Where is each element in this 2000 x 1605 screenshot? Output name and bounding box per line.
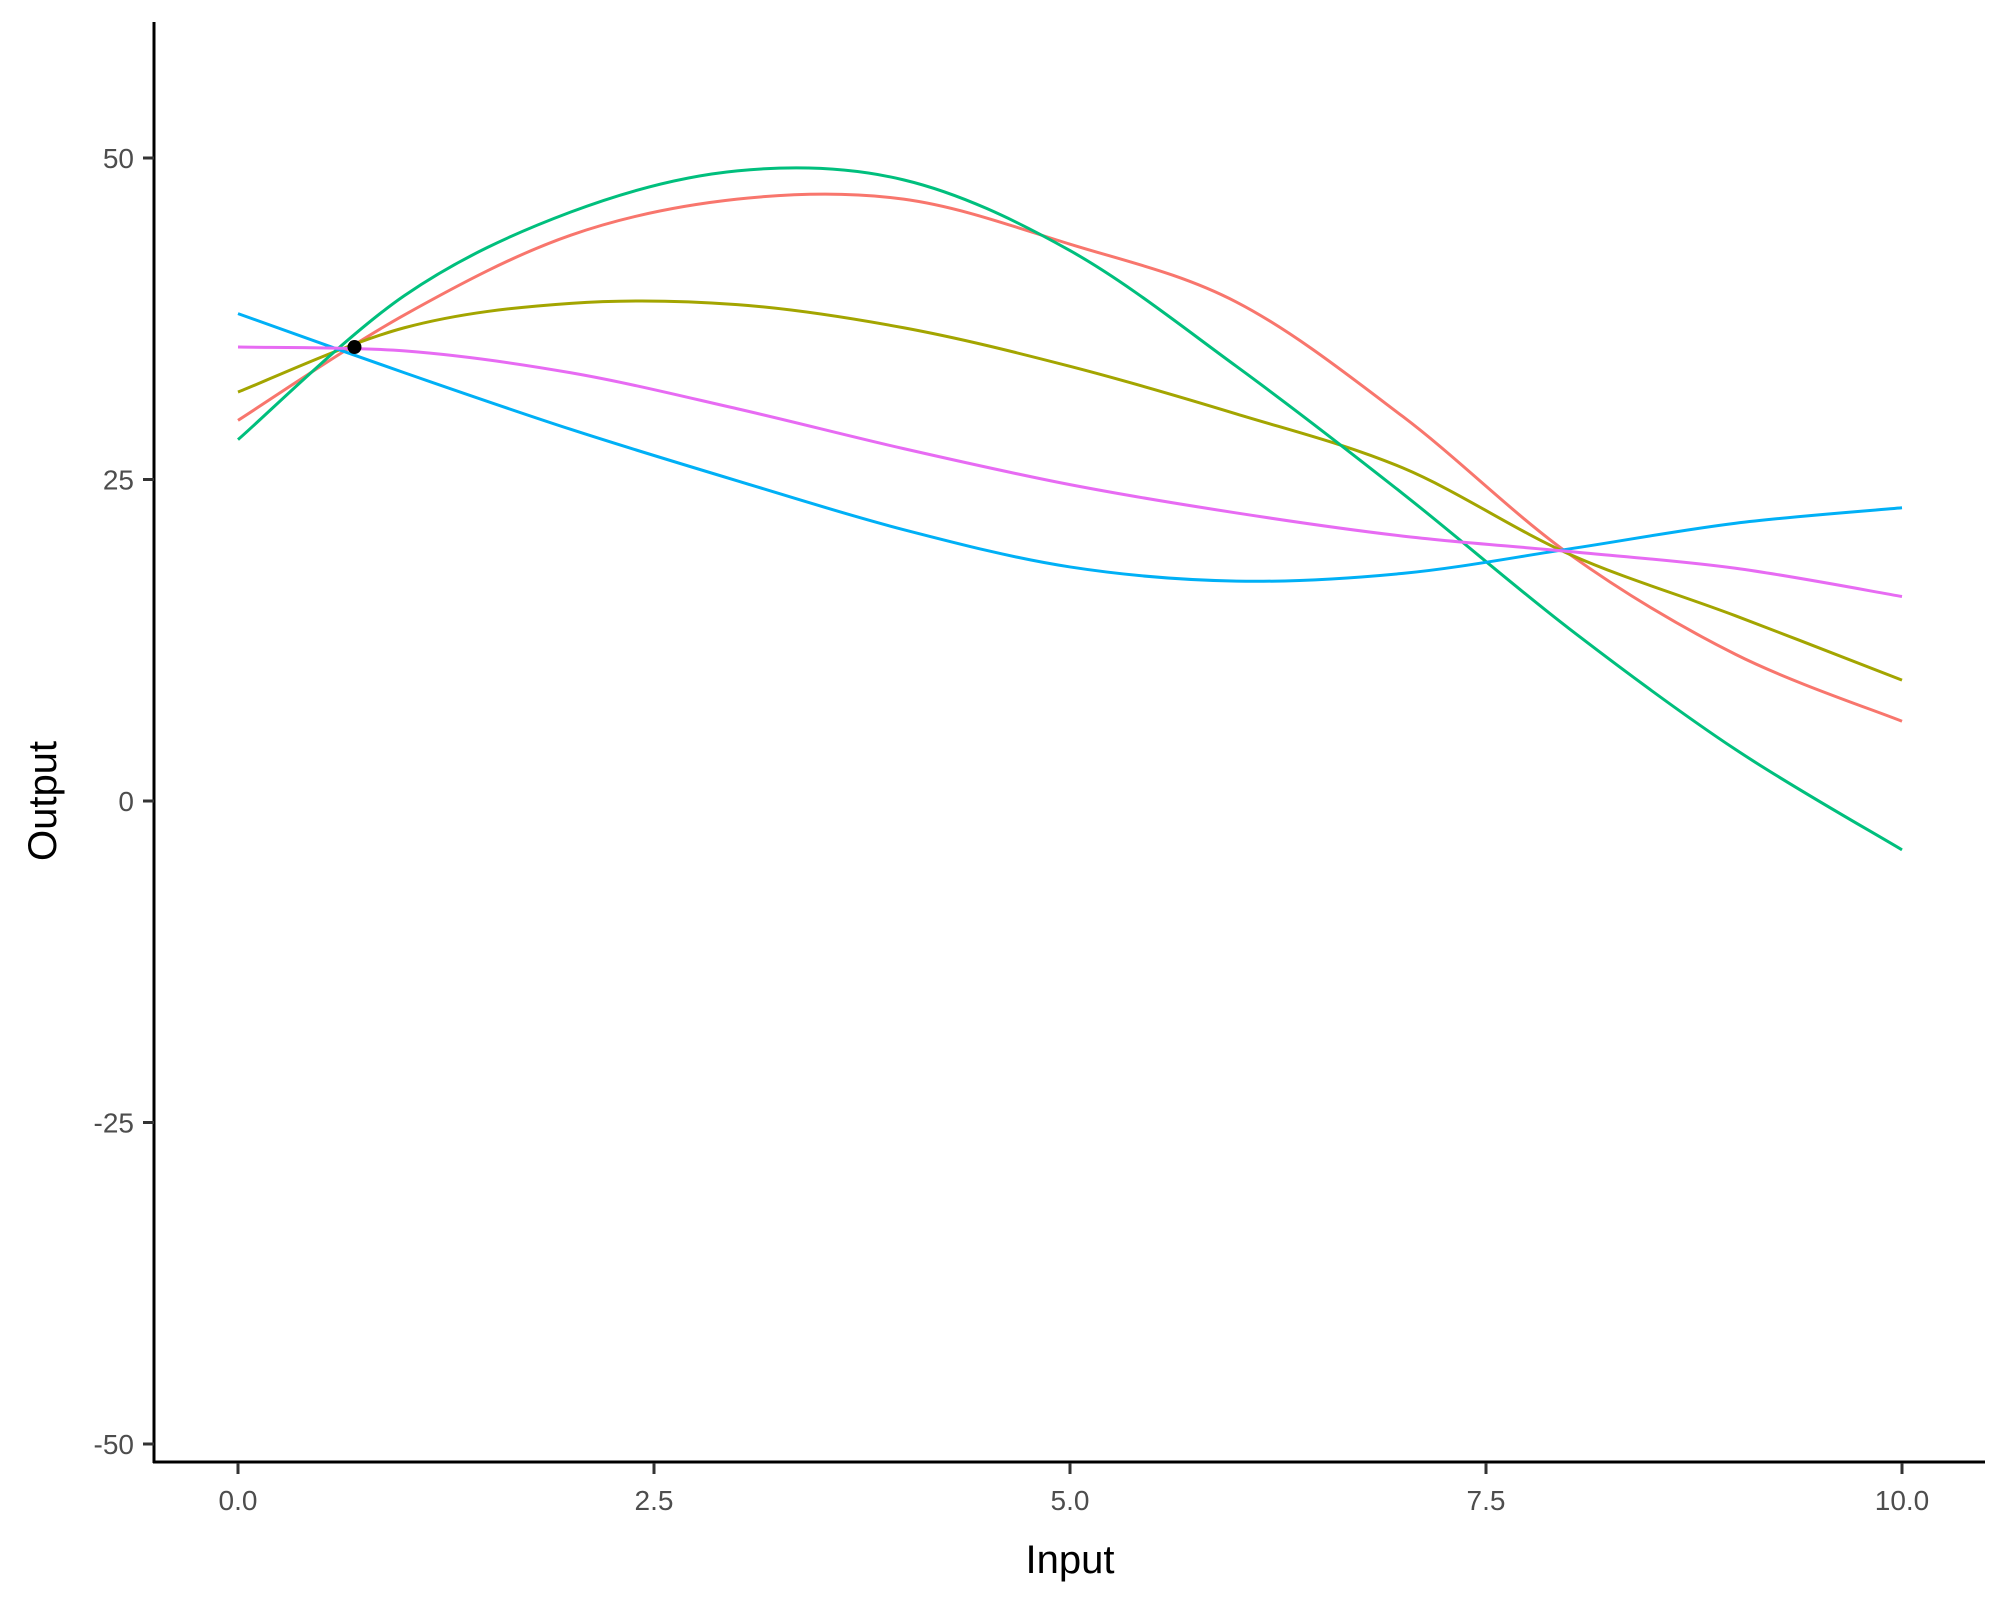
series-line-2 bbox=[237, 299, 1903, 682]
y-axis-title: Output bbox=[21, 741, 65, 861]
x-tick-label: 5.0 bbox=[1051, 1485, 1090, 1516]
x-ticks: 0.0 2.5 5.0 7.5 10.0 bbox=[219, 1463, 1930, 1516]
x-tick-label: 7.5 bbox=[1467, 1485, 1506, 1516]
y-tick-label: -50 bbox=[94, 1429, 134, 1460]
series-line-1 bbox=[237, 192, 1903, 723]
y-tick-label: 25 bbox=[103, 465, 134, 496]
series-lines bbox=[237, 166, 1903, 852]
series-line-4 bbox=[237, 312, 1903, 583]
y-tick-label: -25 bbox=[94, 1108, 134, 1139]
x-axis-title: Input bbox=[1026, 1538, 1115, 1582]
x-tick-label: 2.5 bbox=[635, 1485, 674, 1516]
highlight-point-group bbox=[347, 340, 362, 355]
series-line-3 bbox=[237, 166, 1903, 852]
highlight-point bbox=[347, 340, 362, 355]
x-tick-label: 0.0 bbox=[219, 1485, 258, 1516]
series-line-5 bbox=[237, 345, 1903, 599]
y-ticks: -50 -25 0 25 50 bbox=[94, 143, 154, 1460]
y-tick-label: 50 bbox=[103, 143, 134, 174]
y-tick-label: 0 bbox=[118, 786, 134, 817]
x-tick-label: 10.0 bbox=[1875, 1485, 1930, 1516]
